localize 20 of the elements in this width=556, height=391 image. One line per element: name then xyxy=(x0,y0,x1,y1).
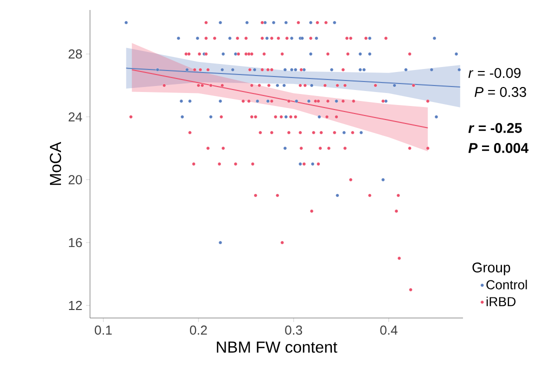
y-axis-title: MoCA xyxy=(50,142,62,185)
legend-label: iRBD xyxy=(486,296,516,306)
legend-label: Control xyxy=(486,280,527,290)
line-series xyxy=(131,69,428,128)
text: P = 0.33 xyxy=(474,87,526,97)
y-tick-label: 12 xyxy=(68,300,82,310)
text: P = 0.004 xyxy=(468,143,528,153)
x-tick-label: 0.2 xyxy=(190,326,207,335)
y-tick-label: 24 xyxy=(68,112,82,122)
x-tick-label: 0.3 xyxy=(285,326,302,335)
text: r = -0.25 xyxy=(468,123,522,133)
line-series xyxy=(126,68,461,88)
y-tick-label: 16 xyxy=(68,238,82,248)
y-tick-label: 28 xyxy=(68,49,82,59)
x-tick-label: 0.4 xyxy=(380,326,398,335)
x-axis-title: NBM FW content xyxy=(216,342,338,353)
text: r = -0.09 xyxy=(468,68,521,78)
y-tick-label: 20 xyxy=(68,175,82,184)
x-tick-label: 0.1 xyxy=(94,326,112,335)
legend-title: Group xyxy=(472,262,510,276)
